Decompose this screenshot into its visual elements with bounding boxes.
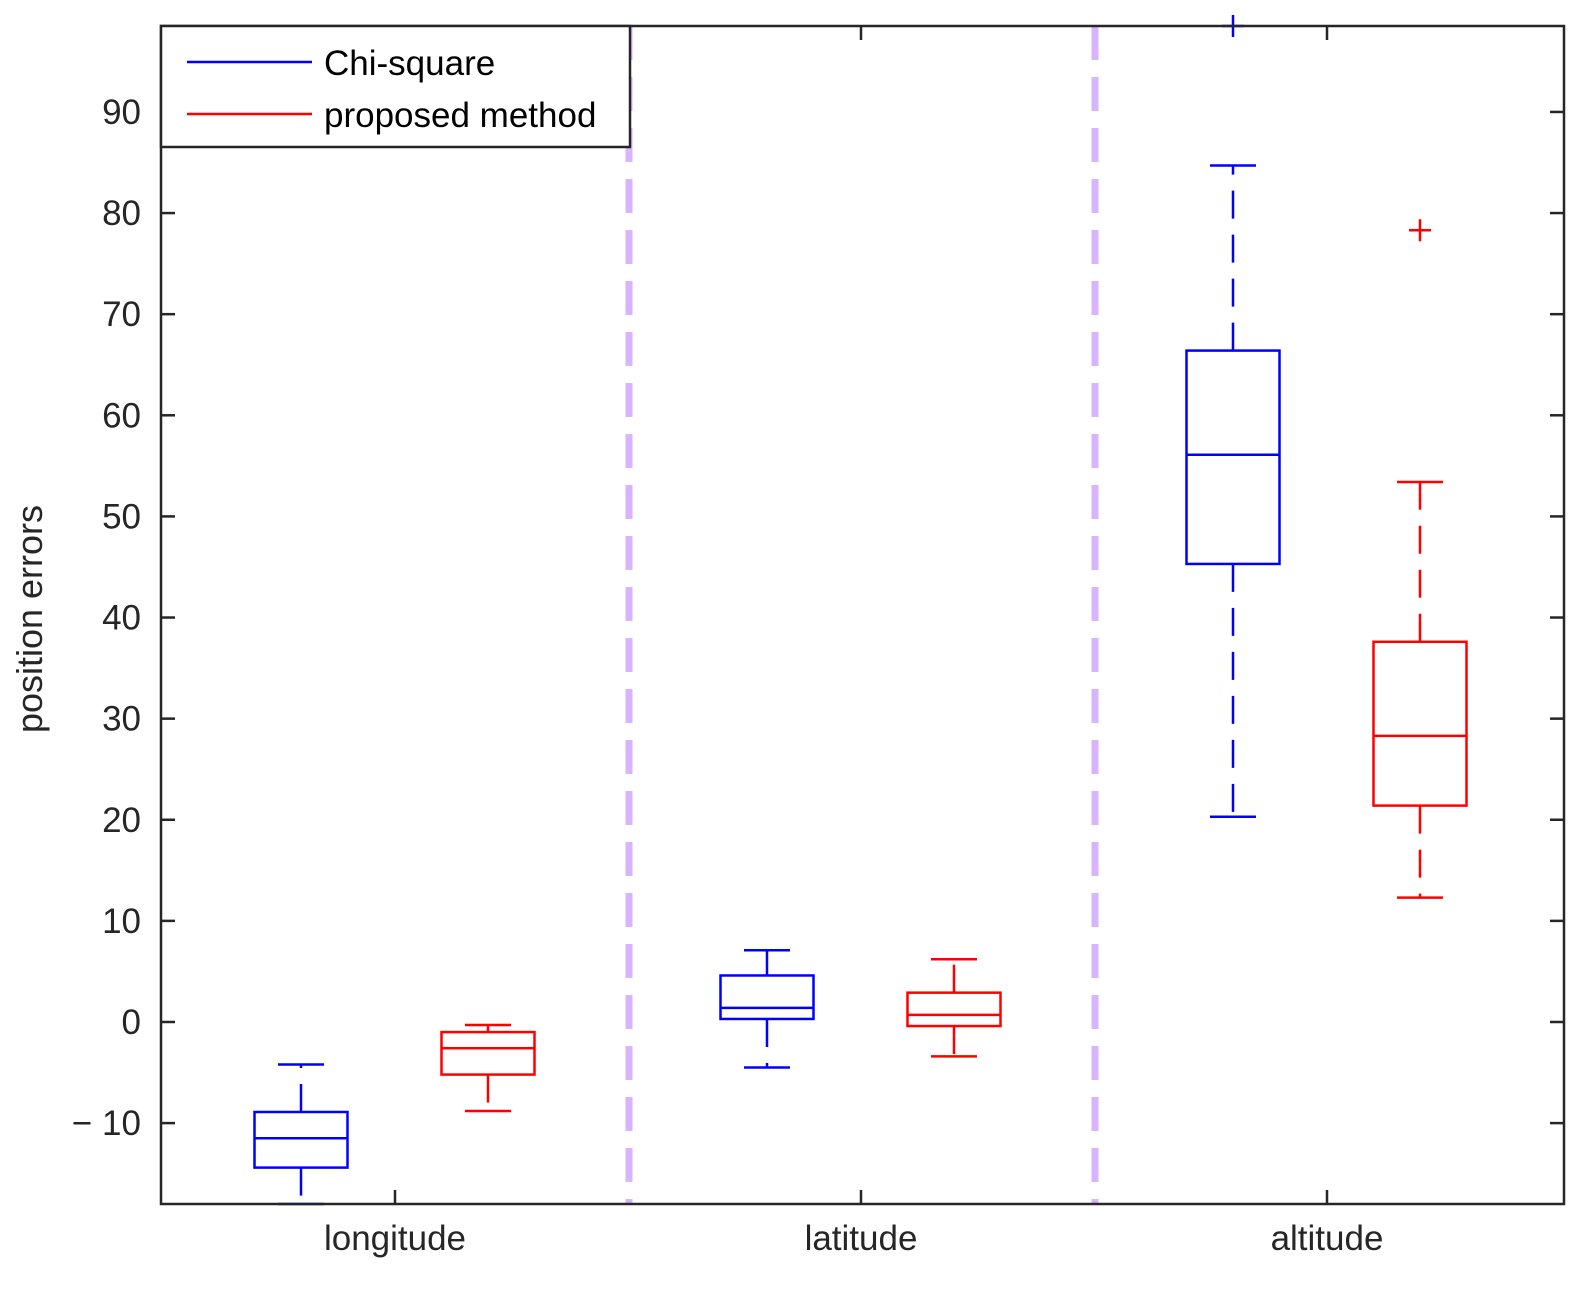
legend-label-chi-square: Chi-square — [324, 44, 495, 83]
x-category-label-latitude: latitude — [805, 1219, 918, 1258]
y-tick-label: 50 — [102, 497, 141, 536]
legend-box — [159, 24, 632, 149]
iqr-box-proposed-method-altitude — [1372, 640, 1468, 807]
y-tick-label: 60 — [102, 396, 141, 435]
y-tick-label: 20 — [102, 801, 141, 840]
iqr-box-chi-square-altitude — [1185, 349, 1281, 566]
legend[interactable]: Chi-square proposed method — [159, 24, 632, 149]
box-chi-square-longitude — [253, 1063, 349, 1206]
box-chi-square-latitude — [719, 948, 815, 1069]
y-tick-label: 10 — [102, 902, 141, 941]
plot-frame — [159, 24, 1566, 1206]
iqr-box-proposed-method-longitude — [440, 1030, 536, 1076]
y-axis-label: position errors — [9, 505, 50, 733]
box-proposed-method-altitude — [1372, 219, 1468, 899]
y-axis-ticks: − 10 0 10 20 30 40 50 60 70 80 90 — [72, 93, 1564, 1143]
iqr-box-chi-square-longitude — [253, 1110, 349, 1169]
y-tick-label: 40 — [102, 599, 141, 638]
y-tick-label: − 10 — [72, 1104, 141, 1143]
outlier-marker-proposed-method-altitude — [1409, 219, 1431, 242]
y-tick-label: 70 — [102, 295, 141, 334]
y-tick-label: 0 — [122, 1003, 141, 1042]
y-tick-label: 30 — [102, 700, 141, 739]
x-category-label-altitude: altitude — [1271, 1219, 1384, 1258]
x-category-label-longitude: longitude — [324, 1219, 466, 1258]
box-plots — [253, 15, 1468, 1206]
x-axis-ticks: longitude latitude altitude — [324, 26, 1383, 1258]
legend-label-proposed-method: proposed method — [324, 96, 596, 135]
box-chi-square-altitude — [1185, 15, 1281, 818]
iqr-box-chi-square-latitude — [719, 974, 815, 1021]
category-separators — [625, 26, 1099, 1204]
y-tick-label: 90 — [102, 93, 141, 132]
box-proposed-method-longitude — [440, 1023, 536, 1113]
box-proposed-method-latitude — [906, 958, 1002, 1058]
y-tick-label: 80 — [102, 194, 141, 233]
iqr-box-proposed-method-latitude — [906, 991, 1002, 1028]
